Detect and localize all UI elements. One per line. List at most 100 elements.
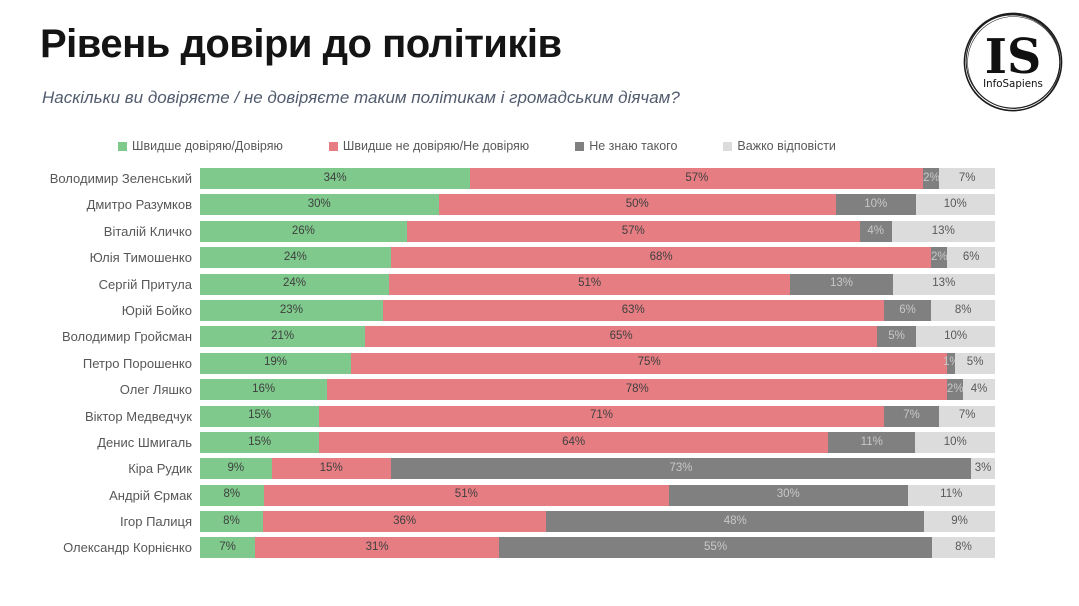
logo-name: InfoSapiens xyxy=(983,78,1043,90)
bar-segment: 64% xyxy=(319,431,829,453)
chart-row: Юрій Бойко 23% 63% 6% 8% xyxy=(42,299,995,321)
chart-row: Юлія Тимошенко 24% 68% 2% 6% xyxy=(42,247,995,269)
bar-segment: 13% xyxy=(790,273,893,295)
segment-value: 30% xyxy=(776,488,800,501)
stacked-bar: 24% 68% 2% 6% xyxy=(200,247,995,269)
bar-segment: 19% xyxy=(200,352,352,374)
stacked-bar: 8% 36% 48% 9% xyxy=(200,511,995,533)
bar-segment: 7% xyxy=(200,537,256,559)
segment-value: 2% xyxy=(923,171,940,184)
segment-value: 8% xyxy=(955,541,972,554)
bar-segment: 11% xyxy=(828,431,916,453)
segment-value: 7% xyxy=(219,541,236,554)
bar-segment: 78% xyxy=(327,379,948,401)
segment-value: 63% xyxy=(621,303,645,316)
politician-name: Ігор Палиця xyxy=(119,514,192,530)
segment-value: 68% xyxy=(649,250,673,263)
segment-value: 8% xyxy=(223,488,241,501)
segment-value: 9% xyxy=(227,462,245,475)
segment-value: 8% xyxy=(223,514,240,527)
segment-value: 30% xyxy=(307,198,331,211)
infosapiens-logo: IS InfoSapiens xyxy=(963,12,1063,112)
bar-segment: 8% xyxy=(200,484,264,506)
bar-segment: 5% xyxy=(955,352,995,374)
bar-segment: 57% xyxy=(470,168,924,189)
segment-value: 75% xyxy=(637,356,661,369)
chart-row: Володимир Гройсман 21% 65% 5% 10% xyxy=(42,326,995,348)
segment-value: 4% xyxy=(867,224,885,237)
legend-swatch-icon xyxy=(723,141,733,151)
segment-value: 34% xyxy=(323,171,347,184)
segment-value: 7% xyxy=(903,409,920,422)
bar-segment: 51% xyxy=(388,273,791,295)
bar-segment: 63% xyxy=(382,299,884,321)
segment-value: 51% xyxy=(578,277,602,290)
segment-value: 16% xyxy=(252,382,276,395)
politician-name: Андрій Єрмак xyxy=(109,487,192,503)
politician-name: Денис Шмигаль xyxy=(97,434,192,450)
segment-value: 10% xyxy=(944,330,968,343)
segment-value: 57% xyxy=(685,171,709,184)
segment-value: 15% xyxy=(248,409,272,422)
bar-segment: 8% xyxy=(932,537,995,559)
chart-row: Андрій Єрмак 8% 51% 30% 11% xyxy=(42,484,995,506)
politician-name: Петро Порошенко xyxy=(82,355,192,371)
stacked-bar: 34% 57% 2% 7% xyxy=(200,168,995,189)
bar-segment: 57% xyxy=(406,220,860,242)
stacked-bar: 7% 31% 55% 8% xyxy=(200,537,995,559)
chart-row: Віталій Кличко 26% 57% 4% 13% xyxy=(42,220,995,242)
bar-segment: 68% xyxy=(390,247,932,269)
segment-value: 57% xyxy=(621,224,645,237)
legend-item: Швидше не довіряю/Не довіряю xyxy=(328,139,529,153)
segment-value: 15% xyxy=(248,435,272,448)
legend-swatch-icon xyxy=(118,141,127,151)
segment-value: 78% xyxy=(625,382,649,395)
segment-value: 6% xyxy=(899,303,916,316)
segment-value: 7% xyxy=(958,409,976,422)
segment-value: 31% xyxy=(365,541,389,554)
segment-value: 15% xyxy=(319,462,343,475)
segment-value: 7% xyxy=(958,171,976,184)
bar-segment: 8% xyxy=(200,511,263,533)
stacked-bar: 23% 63% 6% 8% xyxy=(200,299,995,321)
segment-value: 73% xyxy=(669,462,693,475)
bar-segment: 11% xyxy=(907,484,995,506)
bar-segment: 15% xyxy=(200,405,320,427)
bar-segment: 31% xyxy=(255,537,500,559)
bar-segment: 15% xyxy=(200,431,320,453)
bar-segment: 48% xyxy=(546,511,925,533)
segment-value: 10% xyxy=(864,198,888,211)
politician-name: Віталій Кличко xyxy=(103,223,192,239)
bar-segment: 13% xyxy=(892,273,995,295)
bar-segment: 13% xyxy=(891,220,995,242)
bar-segment: 21% xyxy=(200,326,366,348)
segment-value: 13% xyxy=(931,224,955,237)
segment-value: 11% xyxy=(940,488,963,501)
bar-segment: 36% xyxy=(262,511,547,533)
segment-value: 3% xyxy=(974,462,992,475)
chart-row: Дмитро Разумков 30% 50% 10% 10% xyxy=(42,194,995,216)
bar-segment: 3% xyxy=(971,458,995,480)
legend-item: Не знаю такого xyxy=(575,139,677,153)
segment-value: 48% xyxy=(723,514,747,527)
bar-segment: 23% xyxy=(200,299,383,321)
chart-row: Петро Порошенко 19% 75% 1% 5% xyxy=(42,352,995,374)
bar-segment: 16% xyxy=(200,379,328,401)
chart-row: Денис Шмигаль 15% 64% 11% 10% xyxy=(42,431,995,453)
segment-value: 4% xyxy=(970,382,988,395)
chart-row: Кіра Рудик 9% 15% 73% 3% xyxy=(42,458,995,480)
segment-value: 1% xyxy=(942,356,960,369)
legend-label: Важко відповісти xyxy=(737,139,836,153)
bar-segment: 9% xyxy=(200,458,272,480)
bar-segment: 24% xyxy=(200,273,389,295)
bar-segment: 71% xyxy=(319,405,884,427)
bar-segment: 10% xyxy=(915,431,995,453)
segment-value: 10% xyxy=(943,435,967,448)
politician-name: Олександр Корнієнко xyxy=(63,540,192,556)
bar-segment: 7% xyxy=(939,168,995,189)
logo-circle-icon xyxy=(965,13,1061,109)
segment-value: 5% xyxy=(888,330,905,343)
politician-name: Юрій Бойко xyxy=(121,302,192,318)
bar-segment: 73% xyxy=(390,458,972,480)
politician-name: Олег Ляшко xyxy=(119,382,192,398)
